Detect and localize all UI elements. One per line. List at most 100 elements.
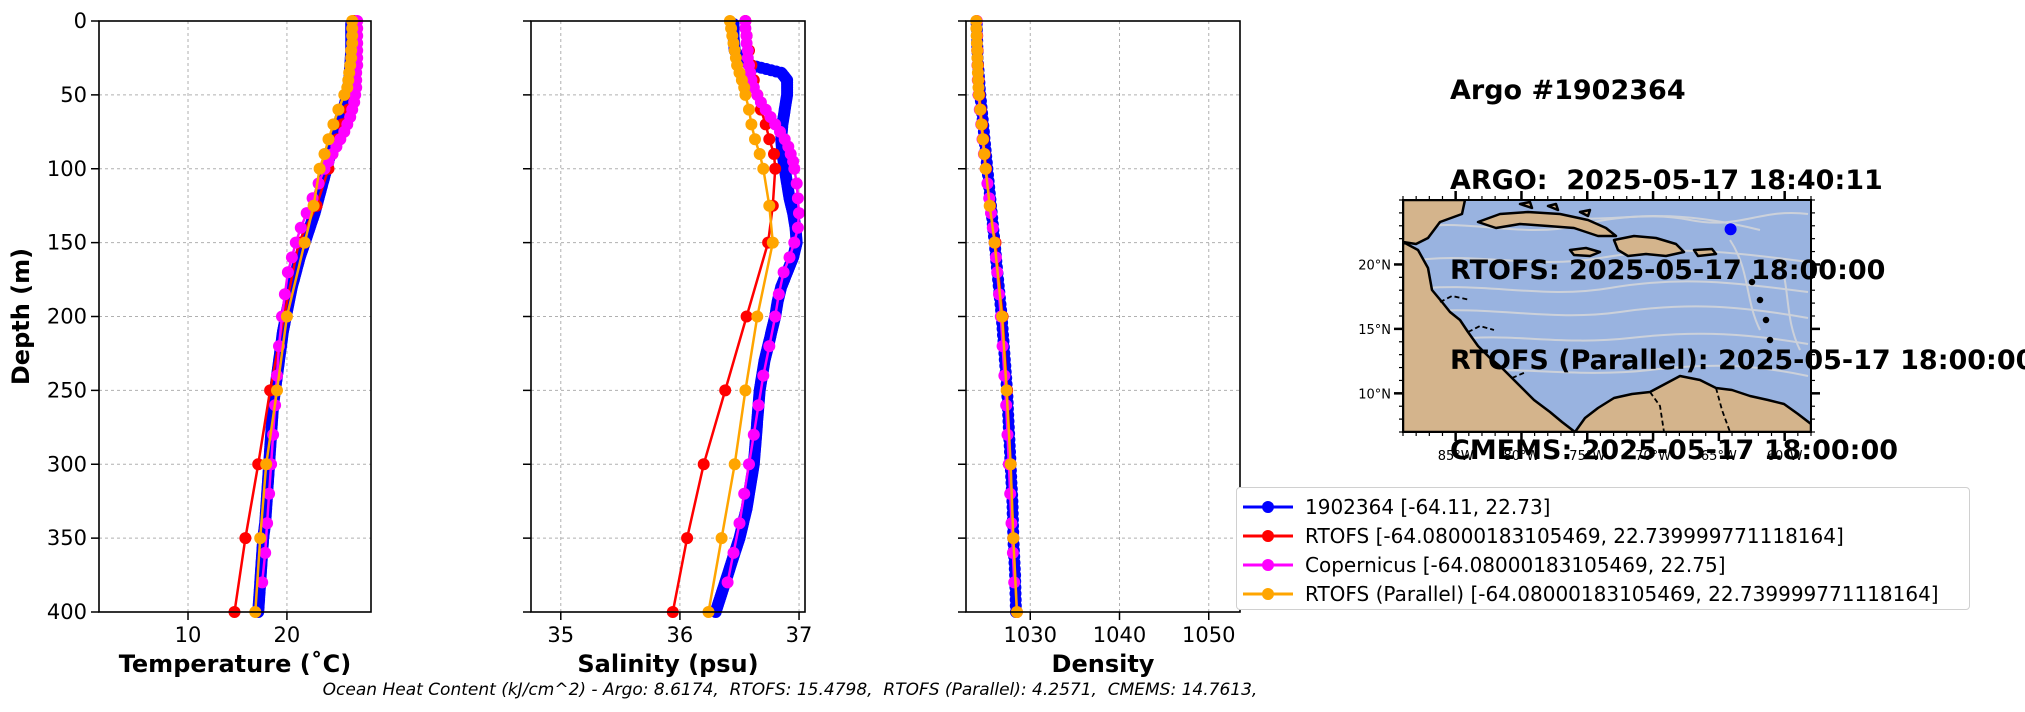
x-tick-label: 20 xyxy=(274,623,301,647)
y-tick-label: 100 xyxy=(47,157,87,181)
x-axis-label: Temperature (˚C) xyxy=(119,650,352,678)
data-point xyxy=(313,162,326,175)
legend-item: RTOFS (Parallel) [-64.08000183105469, 22… xyxy=(1237,579,1969,608)
map-ticks: 85°W 80°W 75°W 70°W 65°W 60°W 10°N 15°N 20°N xyxy=(1358,191,1820,464)
series-group xyxy=(228,15,364,618)
data-point xyxy=(998,369,1011,382)
argo-time-line: ARGO: 2025-05-17 18:40:11 xyxy=(1450,165,1883,196)
data-point xyxy=(307,199,320,212)
data-point xyxy=(788,162,801,175)
float-info-title: Argo #1902364 ARGO: 2025-05-17 18:40:11 … xyxy=(1450,16,2025,496)
axes-frame xyxy=(98,20,372,613)
profile-panel: 35 36 37 Salinity (psu) xyxy=(523,15,812,678)
data-point xyxy=(733,517,746,530)
data-point xyxy=(996,310,1009,323)
map-lon-label: 85°W xyxy=(1438,449,1474,464)
data-point xyxy=(294,221,307,234)
data-point xyxy=(974,103,987,116)
location-map: 85°W 80°W 75°W 70°W 65°W 60°W 10°N 15°N 20°N xyxy=(1358,191,1820,464)
y-tick-label: 300 xyxy=(47,452,87,476)
data-point xyxy=(1001,428,1014,441)
data-point xyxy=(743,458,755,471)
data-point xyxy=(254,532,267,545)
data-point xyxy=(260,458,273,471)
legend-label: RTOFS (Parallel) [-64.08000183105469, 22… xyxy=(1305,581,1939,606)
data-point xyxy=(697,458,710,471)
legend: 1902364 [-64.11, 22.73] RTOFS [-64.08000… xyxy=(1236,487,1970,610)
data-point xyxy=(790,177,803,190)
y-axis-label: Depth (m) xyxy=(7,248,35,385)
legend-label: Copernicus [-64.08000183105469, 22.75] xyxy=(1305,552,1726,577)
y-tick-label: 50 xyxy=(60,83,87,107)
x-tick-label: 36 xyxy=(667,623,694,647)
map-lon-label: 80°W xyxy=(1503,449,1539,464)
map-borders xyxy=(1439,295,1731,432)
data-point xyxy=(772,288,785,301)
cmems-time-line: CMEMS: 2025-05-17 18:00:00 xyxy=(1450,435,1899,466)
data-point xyxy=(978,148,991,160)
data-point xyxy=(721,576,734,589)
legend-item: 1902364 [-64.11, 22.73] xyxy=(1237,492,1969,521)
map-lon-label: 70°W xyxy=(1635,449,1671,464)
data-point xyxy=(739,88,752,101)
legend-label: 1902364 [-64.11, 22.73] xyxy=(1305,494,1551,519)
y-tick-label: 150 xyxy=(47,231,87,255)
data-point xyxy=(338,88,351,101)
data-point xyxy=(745,118,758,131)
y-tick-label: 0 xyxy=(74,9,87,33)
data-point xyxy=(318,148,331,160)
data-point xyxy=(763,199,776,212)
x-tick-label: 1040 xyxy=(1093,623,1146,647)
data-point xyxy=(977,133,989,146)
float-location-marker xyxy=(1724,223,1737,236)
y-tick-label: 350 xyxy=(47,526,87,550)
data-point xyxy=(1000,384,1013,397)
legend-item: RTOFS [-64.08000183105469, 22.7399997711… xyxy=(1237,521,1969,550)
x-axis-label: Salinity (psu) xyxy=(577,650,758,678)
data-point xyxy=(740,310,753,323)
y-tick-label: 200 xyxy=(47,305,87,329)
data-point xyxy=(763,133,776,146)
data-point xyxy=(793,207,805,220)
data-point xyxy=(788,236,801,249)
series-group xyxy=(666,15,805,618)
data-point xyxy=(766,236,779,249)
data-point xyxy=(289,236,302,249)
data-point xyxy=(256,576,269,589)
data-point xyxy=(239,532,252,545)
series-group xyxy=(970,15,1023,618)
data-point xyxy=(738,487,751,500)
legend-swatch xyxy=(1243,558,1293,571)
data-point xyxy=(1004,458,1017,471)
data-point xyxy=(1005,517,1018,530)
data-point xyxy=(783,251,796,264)
data-point xyxy=(979,162,992,175)
ocean-heat-content-footer: Ocean Heat Content (kJ/cm^2) - Argo: 8.6… xyxy=(322,680,1258,700)
data-point xyxy=(791,221,804,234)
data-point xyxy=(332,103,345,116)
data-point xyxy=(768,148,780,160)
x-tick-label: 10 xyxy=(175,623,202,647)
x-tick-label: 1050 xyxy=(1182,623,1235,647)
data-point xyxy=(1004,487,1017,500)
data-point xyxy=(747,428,760,441)
float-id-line: Argo #1902364 xyxy=(1450,75,1686,106)
data-point xyxy=(259,546,272,559)
rtofs-parallel-time-line: RTOFS (Parallel): 2025-05-17 18:00:00 xyxy=(1450,345,2025,376)
legend-swatch xyxy=(1243,587,1293,600)
x-tick-label: 35 xyxy=(547,623,574,647)
data-point xyxy=(1008,576,1021,589)
data-point xyxy=(278,288,291,301)
map-lon-label: 65°W xyxy=(1701,449,1737,464)
legend-swatch xyxy=(1243,529,1293,542)
data-point xyxy=(739,384,752,397)
data-point xyxy=(769,162,782,175)
data-point xyxy=(261,517,274,530)
map-lat-label: 10°N xyxy=(1358,387,1391,402)
legend-swatch xyxy=(1243,500,1293,513)
data-point xyxy=(322,133,335,146)
data-point xyxy=(749,133,761,146)
x-tick-label: 37 xyxy=(786,623,813,647)
data-point xyxy=(263,487,276,500)
data-point xyxy=(285,251,298,264)
